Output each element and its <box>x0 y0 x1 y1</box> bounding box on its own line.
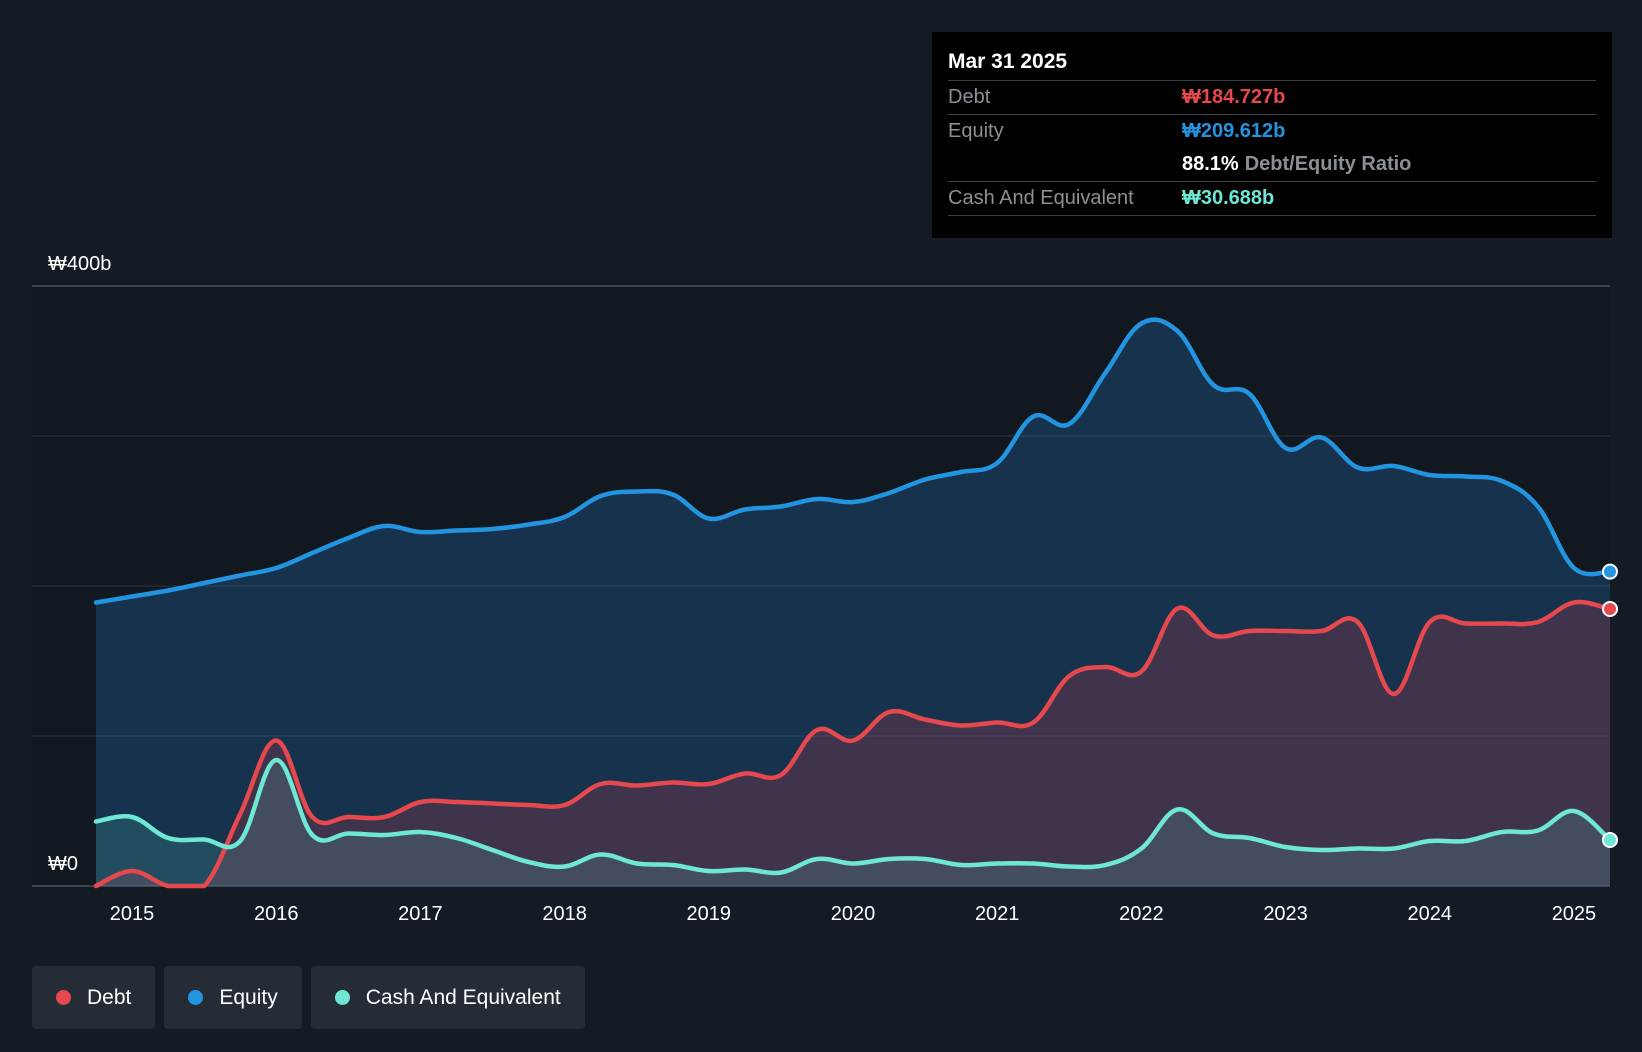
x-tick-label: 2018 <box>542 903 587 925</box>
series-area-equity <box>96 319 1610 886</box>
tooltip-cash-label: Cash And Equivalent <box>948 187 1134 209</box>
x-tick-label: 2025 <box>1552 903 1597 925</box>
tooltip-panel: Mar 31 2025 Debt ₩184.727b Equity ₩209.6… <box>932 32 1612 238</box>
legend-equity-label: Equity <box>219 985 278 1009</box>
tooltip-equity-value: ₩209.612b <box>1182 120 1286 142</box>
legend-item-equity[interactable]: Equity <box>164 966 302 1029</box>
tooltip-debt-label: Debt <box>948 86 991 108</box>
y-tick-label-top: ₩400b <box>48 253 111 275</box>
tooltip-row-cash: Cash And Equivalent ₩30.688b <box>948 182 1596 216</box>
series-area-cash <box>96 759 1610 886</box>
x-tick-label: 2017 <box>398 903 443 925</box>
x-tick-label: 2019 <box>687 903 732 925</box>
chart-legend: Debt Equity Cash And Equivalent <box>32 966 585 1029</box>
tooltip-row-debt: Debt ₩184.727b <box>948 81 1596 115</box>
legend-item-cash[interactable]: Cash And Equivalent <box>310 966 585 1029</box>
tooltip-cash-value: ₩30.688b <box>1182 187 1275 209</box>
tooltip-row-equity: Equity ₩209.612b <box>948 115 1596 148</box>
tooltip-ratio-value: 88.1% <box>1182 153 1239 175</box>
legend-dot-equity-icon <box>188 990 204 1005</box>
legend-dot-debt-icon <box>56 990 71 1005</box>
x-tick-label: 2015 <box>110 903 155 925</box>
x-tick-label: 2023 <box>1263 903 1308 925</box>
legend-item-debt[interactable]: Debt <box>32 966 156 1029</box>
legend-dot-cash-icon <box>334 990 350 1005</box>
x-tick-label: 2020 <box>831 903 876 925</box>
x-tick-label: 2022 <box>1119 903 1164 925</box>
end-marker-debt <box>1602 600 1618 617</box>
end-marker-cash <box>1602 831 1618 848</box>
legend-cash-label: Cash And Equivalent <box>365 985 561 1009</box>
x-tick-label: 2016 <box>254 903 299 925</box>
end-marker-equity <box>1602 563 1618 580</box>
tooltip-date: Mar 31 2025 <box>948 46 1596 81</box>
series-line-cash <box>93 757 1613 876</box>
series-line-equity <box>93 317 1613 605</box>
y-tick-label-bottom: ₩0 <box>48 853 78 875</box>
x-tick-label: 2024 <box>1408 903 1453 925</box>
tooltip-debt-value: ₩184.727b <box>1182 86 1286 108</box>
tooltip-row-ratio: 88.1% Debt/Equity Ratio <box>948 148 1596 182</box>
series-area-debt <box>96 602 1610 886</box>
legend-debt-label: Debt <box>87 985 132 1009</box>
tooltip-equity-label: Equity <box>948 120 1004 142</box>
x-tick-label: 2021 <box>975 903 1020 925</box>
tooltip-ratio-label: Debt/Equity Ratio <box>1244 153 1412 175</box>
series-line-debt <box>93 599 1613 889</box>
